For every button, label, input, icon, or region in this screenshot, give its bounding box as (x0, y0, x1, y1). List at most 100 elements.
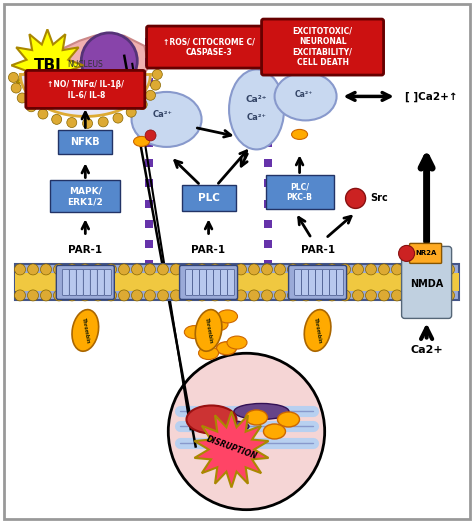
Circle shape (171, 290, 182, 301)
Circle shape (339, 290, 350, 301)
Text: NFKB: NFKB (71, 138, 100, 147)
FancyBboxPatch shape (410, 243, 442, 264)
Bar (146, 159, 153, 167)
FancyBboxPatch shape (83, 269, 91, 295)
Circle shape (404, 290, 416, 301)
Circle shape (118, 264, 129, 275)
Bar (146, 58, 153, 66)
Circle shape (106, 290, 117, 301)
Circle shape (339, 264, 350, 275)
Text: PAR-1: PAR-1 (301, 245, 335, 255)
Circle shape (365, 264, 376, 275)
FancyBboxPatch shape (301, 269, 309, 295)
Circle shape (26, 102, 36, 112)
Circle shape (430, 290, 441, 301)
Bar (264, 200, 272, 208)
Circle shape (183, 290, 194, 301)
Ellipse shape (132, 92, 201, 147)
Ellipse shape (229, 70, 284, 150)
Circle shape (274, 290, 285, 301)
FancyBboxPatch shape (207, 269, 214, 295)
Circle shape (168, 353, 325, 510)
Circle shape (15, 264, 26, 275)
Circle shape (210, 290, 220, 301)
FancyBboxPatch shape (4, 4, 470, 519)
Circle shape (301, 264, 311, 275)
Ellipse shape (72, 310, 99, 351)
Circle shape (131, 290, 143, 301)
Bar (264, 58, 272, 66)
Bar (264, 220, 272, 228)
Circle shape (418, 290, 428, 301)
Circle shape (346, 188, 365, 209)
Ellipse shape (292, 129, 308, 140)
FancyBboxPatch shape (401, 246, 452, 319)
Ellipse shape (184, 326, 204, 338)
FancyBboxPatch shape (182, 186, 236, 211)
Circle shape (262, 264, 273, 275)
Circle shape (353, 290, 364, 301)
Circle shape (197, 264, 208, 275)
Circle shape (66, 264, 78, 275)
Bar (264, 38, 272, 46)
Ellipse shape (277, 412, 300, 427)
FancyBboxPatch shape (97, 269, 104, 295)
FancyBboxPatch shape (289, 265, 346, 300)
Circle shape (301, 290, 311, 301)
Circle shape (40, 264, 52, 275)
Circle shape (146, 90, 155, 100)
Polygon shape (11, 29, 83, 101)
Circle shape (171, 264, 182, 275)
Circle shape (106, 264, 117, 275)
Ellipse shape (264, 424, 285, 439)
Ellipse shape (234, 403, 289, 419)
Bar (264, 260, 272, 268)
FancyBboxPatch shape (146, 26, 271, 68)
Text: TBI: TBI (34, 58, 61, 73)
Circle shape (54, 264, 64, 275)
Bar (146, 220, 153, 228)
Circle shape (392, 290, 402, 301)
Circle shape (327, 264, 337, 275)
Bar (264, 179, 272, 187)
Circle shape (17, 93, 27, 103)
Text: Ca²⁺: Ca²⁺ (294, 90, 313, 99)
FancyBboxPatch shape (192, 269, 200, 295)
Circle shape (444, 264, 455, 275)
Ellipse shape (217, 342, 237, 355)
Text: DISRUPTION: DISRUPTION (205, 434, 258, 461)
Bar (146, 179, 153, 187)
Bar (264, 139, 272, 147)
Circle shape (248, 264, 259, 275)
Circle shape (313, 290, 325, 301)
Circle shape (118, 290, 129, 301)
Ellipse shape (218, 310, 237, 323)
FancyBboxPatch shape (76, 269, 83, 295)
Circle shape (222, 290, 234, 301)
Circle shape (52, 115, 62, 124)
Polygon shape (194, 412, 269, 487)
Circle shape (418, 264, 428, 275)
Circle shape (137, 99, 147, 109)
Circle shape (11, 83, 21, 93)
Circle shape (27, 264, 38, 275)
FancyBboxPatch shape (15, 274, 459, 291)
Circle shape (313, 264, 325, 275)
Circle shape (126, 107, 136, 117)
Circle shape (15, 290, 26, 301)
Text: [ ]Ca2+↑: [ ]Ca2+↑ (405, 92, 457, 101)
Circle shape (54, 290, 64, 301)
Circle shape (38, 109, 48, 119)
Circle shape (27, 290, 38, 301)
Text: Ca2+: Ca2+ (410, 345, 443, 356)
Ellipse shape (186, 405, 237, 434)
FancyBboxPatch shape (265, 175, 334, 209)
Text: EXCITOTOXIC/
NEURONAL
EXCITABILITY/
CELL DEATH: EXCITOTOXIC/ NEURONAL EXCITABILITY/ CELL… (292, 27, 353, 67)
Circle shape (399, 245, 415, 262)
FancyBboxPatch shape (56, 265, 114, 300)
Circle shape (80, 264, 91, 275)
FancyBboxPatch shape (329, 269, 337, 295)
FancyBboxPatch shape (91, 269, 97, 295)
Text: Src: Src (371, 194, 389, 203)
Circle shape (430, 264, 441, 275)
